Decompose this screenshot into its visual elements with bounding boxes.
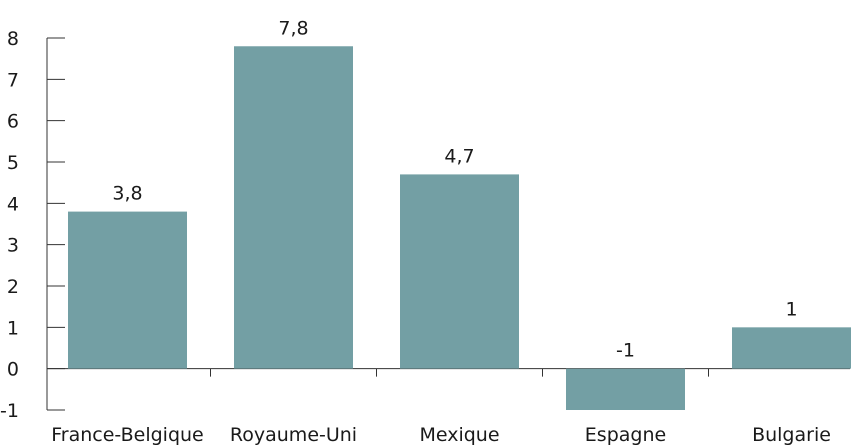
y-tick-label: 5 — [7, 152, 19, 174]
value-labels: 3,8 7,8 4,7 -1 1 — [112, 17, 797, 361]
y-tick-label: 4 — [7, 193, 19, 215]
y-tick-label: 7 — [7, 69, 19, 91]
bar-value-label: 1 — [785, 298, 797, 320]
x-axis — [47, 368, 850, 377]
category-labels: France-Belgique Royaume-Uni Mexique Espagne… — [51, 424, 831, 446]
bar-value-label: 7,8 — [278, 17, 308, 39]
bar-value-label: -1 — [616, 340, 635, 362]
bar-royaume-uni — [234, 46, 353, 369]
bars — [68, 46, 851, 410]
bar-bulgarie — [732, 327, 851, 369]
y-tick-label: -1 — [0, 400, 19, 422]
y-tick-label: 8 — [7, 28, 19, 50]
y-tick-label: 0 — [7, 359, 19, 381]
y-axis: -1 0 1 2 3 4 5 6 7 8 — [0, 28, 65, 422]
y-tick-label: 2 — [7, 276, 19, 298]
category-label: Bulgarie — [752, 424, 831, 446]
y-tick-label: 3 — [7, 235, 19, 257]
category-label: Mexique — [419, 424, 499, 446]
y-tick-label: 6 — [7, 111, 19, 133]
y-tick-label: 1 — [7, 317, 19, 339]
bar-france-belgique — [68, 211, 187, 369]
category-label: Espagne — [585, 424, 666, 446]
category-label: France-Belgique — [51, 424, 204, 446]
bar-value-label: 3,8 — [112, 183, 142, 205]
bar-espagne — [566, 368, 685, 410]
bar-value-label: 4,7 — [444, 145, 474, 167]
bar-mexique — [400, 174, 519, 369]
category-label: Royaume-Uni — [230, 424, 357, 446]
